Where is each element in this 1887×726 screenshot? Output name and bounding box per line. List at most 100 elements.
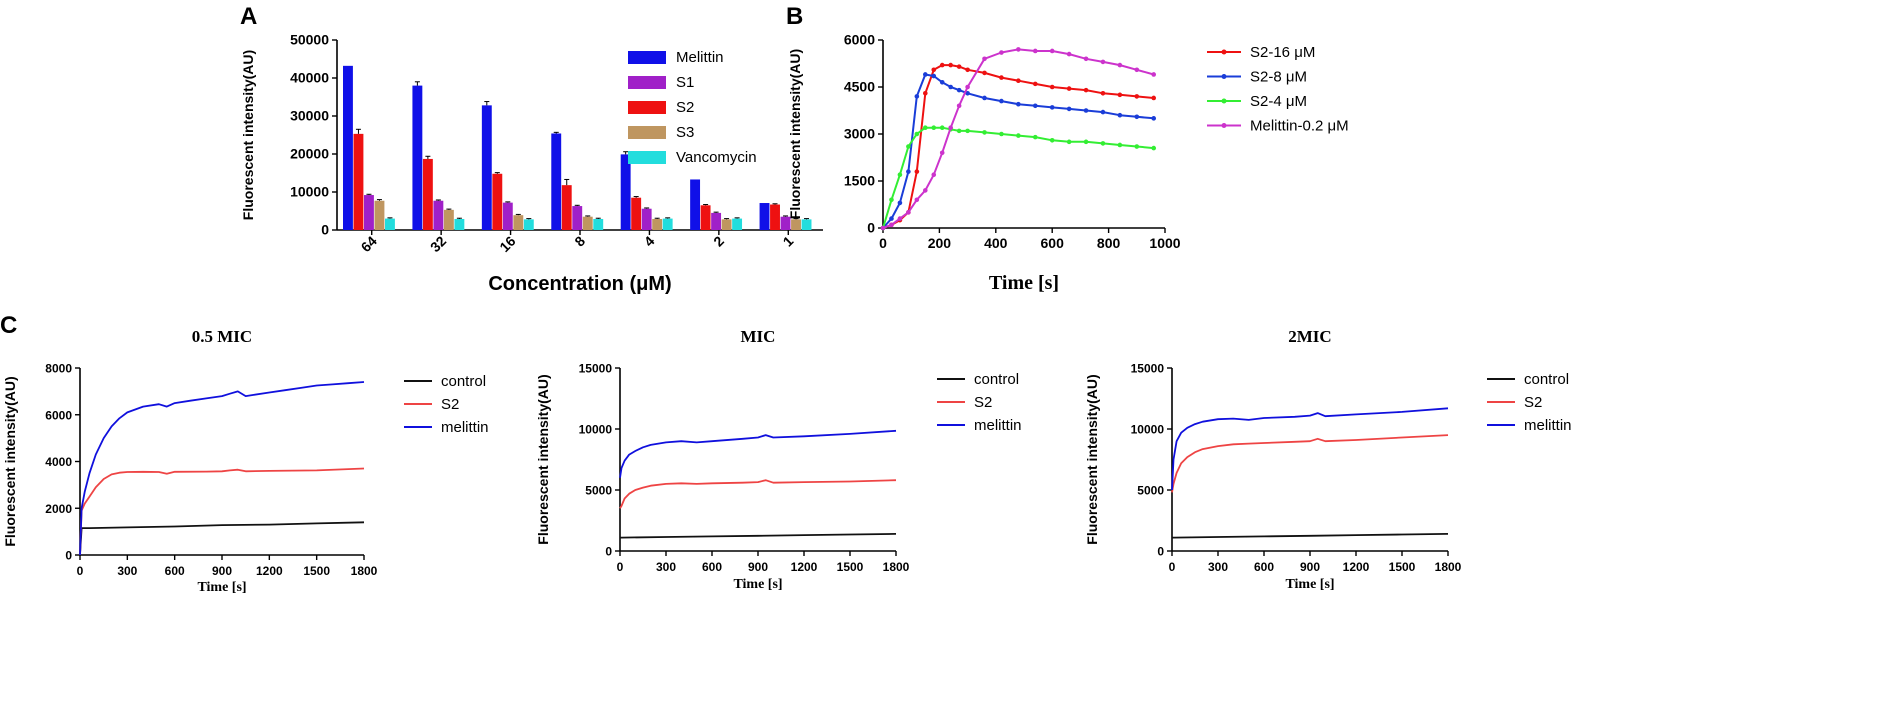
data-point <box>1134 114 1140 120</box>
data-point <box>948 62 953 68</box>
panel-c-half-mic-chart: C 0.5 MIC 0 2000 4000 6000 8000 0 300 600 900 1200 1… <box>0 312 489 595</box>
data-point <box>914 94 920 99</box>
legend-label: control <box>974 371 1019 388</box>
legend-label: melittin <box>974 417 1022 434</box>
x-tick-label: 1800 <box>351 564 378 578</box>
data-point <box>889 216 894 221</box>
data-point <box>906 169 911 174</box>
x-tick-label: 1200 <box>1343 560 1370 574</box>
chart-title: MIC <box>741 327 776 346</box>
bar-melittin <box>481 105 492 230</box>
bar-s2 <box>492 173 503 230</box>
x-tick-label: 600 <box>1041 235 1065 251</box>
legend: control S2 melittin <box>937 371 1022 434</box>
series-line-s2 <box>79 467 365 556</box>
series-line-melittin <box>619 429 897 478</box>
bar-s3 <box>652 218 663 230</box>
x-tick-label: 400 <box>984 235 1008 251</box>
panel-c-mic-chart: MIC 0 5000 10000 15000 0 300 600 900 1200 1500 1800… <box>535 327 1022 592</box>
data-point <box>914 169 920 174</box>
panel-label: A <box>240 3 257 30</box>
bar-vancomycin <box>385 218 395 230</box>
data-point <box>931 125 937 131</box>
bar-s3 <box>721 219 732 230</box>
legend: S2-16 μM S2-8 μM S2-4 μM Melittin-0.2 μM <box>1207 44 1349 135</box>
x-tick-label: 1200 <box>256 564 283 578</box>
series-line-melittin <box>79 381 365 556</box>
y-tick-label: 0 <box>1157 545 1164 559</box>
legend-label: S2-16 μM <box>1250 44 1315 61</box>
x-tick-label: 4 <box>641 233 658 250</box>
data-point <box>1134 144 1140 149</box>
x-tick-label: 1200 <box>791 560 818 574</box>
x-tick-label: 1 <box>780 233 797 250</box>
series-line-control <box>1172 533 1449 539</box>
series-line-melittin <box>1171 407 1449 491</box>
legend-label: S1 <box>676 74 694 91</box>
panel-b-chart: B 0 1500 3000 4500 6000 0 200 400 600 800 1000 Fluor… <box>786 3 1349 294</box>
x-tick-label: 0 <box>1169 560 1176 574</box>
y-tick-label: 15000 <box>579 362 613 376</box>
data-point <box>956 64 962 69</box>
legend-label: control <box>1524 371 1569 388</box>
legend: control S2 melittin <box>404 373 489 436</box>
panel-c-2mic-chart: 2MIC 0 5000 10000 15000 0 300 600 900 1200 1500 180… <box>1084 327 1572 592</box>
y-tick-label: 2000 <box>45 502 72 516</box>
data-point <box>939 62 945 68</box>
x-tick-label: 300 <box>1208 560 1228 574</box>
legend-swatch <box>628 76 666 89</box>
legend-label: S2-8 μM <box>1250 69 1307 86</box>
panel-label: C <box>0 312 17 339</box>
x-tick-label: 900 <box>212 564 232 578</box>
bar-s1 <box>780 216 791 230</box>
y-tick-label: 15000 <box>1131 362 1165 376</box>
bar-vancomycin <box>801 219 812 230</box>
x-tick-label: 32 <box>427 233 449 255</box>
bar-s3 <box>513 215 524 230</box>
x-tick-label: 1800 <box>1435 560 1462 574</box>
x-axis-title: Concentration (μM) <box>488 273 671 295</box>
bar-melittin <box>759 203 770 230</box>
bar-s1 <box>502 202 513 230</box>
data-point <box>1032 48 1038 54</box>
data-point <box>1066 51 1072 57</box>
bar-s2 <box>561 185 572 230</box>
data-point <box>931 172 937 178</box>
data-point <box>1134 67 1140 73</box>
data-point <box>1083 108 1089 113</box>
data-point <box>1066 106 1072 112</box>
y-axis-title: Fluorescent intensity(AU) <box>2 376 18 546</box>
x-tick-label: 600 <box>702 560 722 574</box>
data-point <box>939 125 945 131</box>
data-point <box>1151 72 1157 77</box>
legend-label: S2 <box>974 394 992 411</box>
legend-swatch <box>628 101 666 114</box>
x-tick-label: 300 <box>656 560 676 574</box>
x-tick-label: 1800 <box>883 560 910 574</box>
y-tick-label: 3000 <box>844 126 875 142</box>
legend-label: Melittin-0.2 μM <box>1250 118 1349 135</box>
y-tick-label: 20000 <box>290 146 329 162</box>
x-tick-label: 1500 <box>837 560 864 574</box>
bar-vancomycin <box>523 219 534 230</box>
legend-swatch <box>628 126 666 139</box>
data-point <box>923 72 928 77</box>
y-tick-label: 30000 <box>290 108 329 124</box>
data-point <box>948 125 953 131</box>
y-tick-label: 10000 <box>1131 423 1165 437</box>
series-line-s2-8-m <box>882 73 1154 229</box>
data-point <box>897 216 903 221</box>
data-point <box>931 67 937 73</box>
data-point <box>939 80 945 85</box>
data-point <box>999 75 1004 80</box>
bar-s3 <box>582 216 593 230</box>
legend-label: S3 <box>676 124 694 141</box>
legend: control S2 melittin <box>1487 371 1572 434</box>
data-point <box>1151 116 1157 121</box>
series-line-s2-4-m <box>882 126 1154 229</box>
x-tick-label: 300 <box>117 564 137 578</box>
data-point <box>1016 78 1021 84</box>
legend-label: S2 <box>1524 394 1542 411</box>
bar-vancomycin <box>662 218 673 230</box>
x-tick-label: 1500 <box>1389 560 1416 574</box>
